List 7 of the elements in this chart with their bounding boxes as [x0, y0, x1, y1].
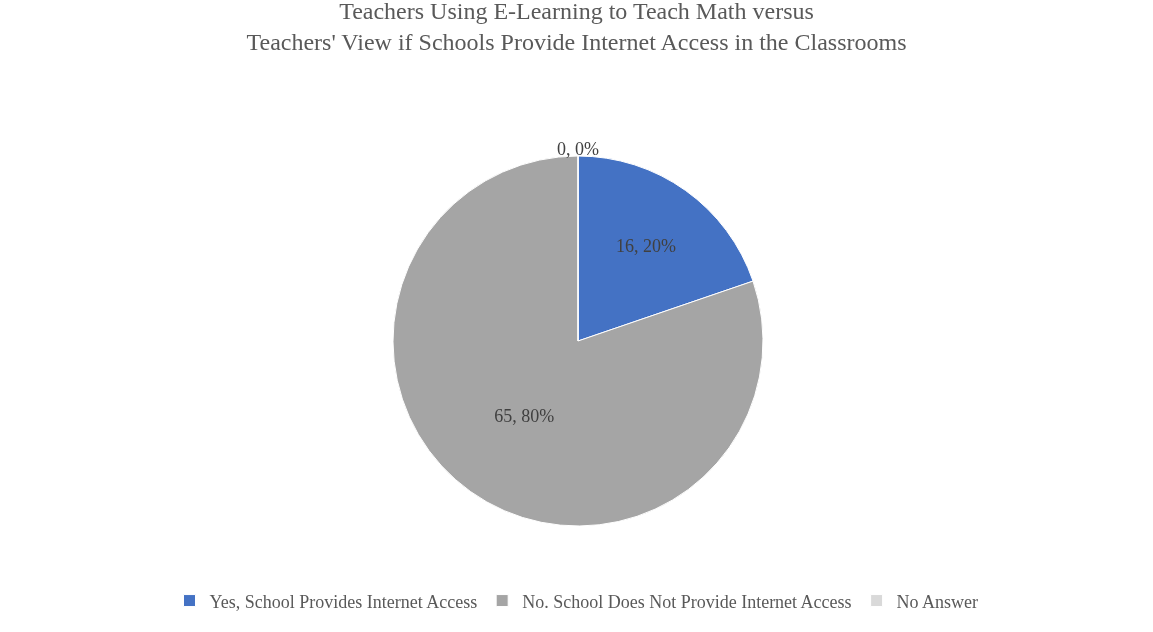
legend-label: Yes, School Provides Internet Access [209, 591, 478, 612]
data-label: 65, 80% [494, 406, 555, 427]
legend-label: No. School Does Not Provide Internet Access [522, 591, 852, 612]
data-label: 16, 20% [616, 235, 677, 256]
chart-title: Teachers Using E-Learning to Teach Math versus Teachers' View if Schools Provide Internet Access in the Classrooms [246, 0, 907, 56]
legend-label: No Answer [896, 591, 979, 612]
text: 0, 0% [557, 139, 599, 159]
